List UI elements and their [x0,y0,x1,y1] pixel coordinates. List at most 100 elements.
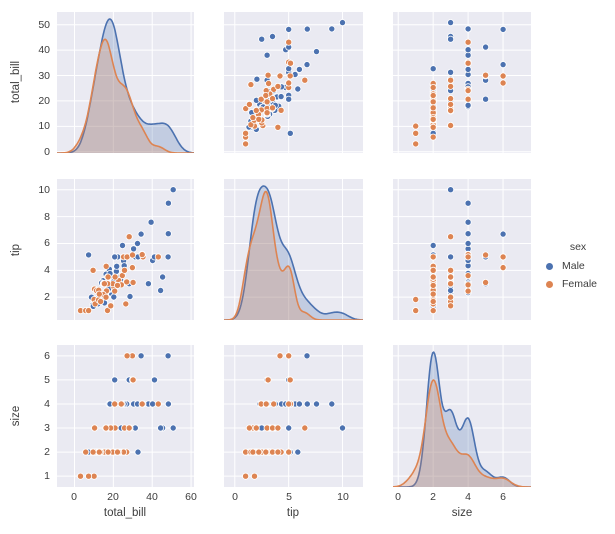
scatter-point-Female [269,95,277,103]
scatter-point-Female [114,281,122,289]
scatter-point-Female [89,448,97,456]
scatter-point-Female [412,129,420,137]
scatter-point-Female [499,253,507,261]
scatter-point-Male [263,51,271,59]
scatter-point-Female [499,72,507,80]
scatter-point-Female [447,107,455,115]
scatter-point-Female [125,233,133,241]
scatter-point-Female [85,307,93,315]
scatter-point-Male [429,65,437,73]
y-tick-label-tip-4: 4 [44,264,50,276]
scatter-point-Male [85,251,93,259]
subplot-kde-tip [224,179,363,320]
scatter-point-Female [276,352,284,360]
female-swatch-icon [546,280,553,288]
y-tick-label-total_bill-20: 20 [38,95,50,107]
scatter-point-Female [117,400,125,408]
subplot-kde-total_bill [57,12,194,153]
scatter-point-Female [447,76,455,84]
scatter-point-Female [89,266,97,274]
scatter-point-Female [274,123,282,131]
scatter-point-Female [262,92,270,100]
scatter-point-Female [100,280,108,288]
scatter-point-Male [285,95,293,103]
scatter-point-Male [151,376,159,384]
subplot-size-vs-total_bill [57,345,194,487]
y-tick-label-size-1: 1 [44,470,50,482]
scatter-point-Female [429,115,437,123]
scatter-point-Female [447,82,455,90]
kde-line-Female [393,379,531,487]
scatter-point-Male [285,424,293,432]
scatter-point-Male [111,253,119,261]
scatter-point-Female [129,251,137,259]
scatter-point-Male [294,85,302,93]
scatter-point-Male [303,61,311,69]
scatter-point-Female [242,129,250,137]
kde-line-Male [57,18,194,153]
scatter-point-Female [429,290,437,298]
subplot-tip-vs-total_bill [57,179,194,320]
x-tick-label-size-2: 2 [430,491,436,503]
scatter-point-Male [285,25,293,33]
y-tick-label-tip-2: 2 [44,291,50,303]
scatter-point-Female [286,72,294,80]
scatter-point-Male [294,448,302,456]
scatter-point-Female [447,293,455,301]
scatter-point-Male [134,240,142,248]
scatter-point-Female [447,233,455,241]
scatter-point-Male [134,448,142,456]
scatter-point-Female [102,424,110,432]
scatter-point-Male [447,19,455,27]
male-swatch-icon [546,262,553,270]
scatter-point-Female [429,253,437,261]
scatter-point-Male [499,230,507,238]
scatter-point-Female [104,448,112,456]
scatter-point-Female [499,264,507,272]
scatter-point-Female [447,122,455,130]
y-tick-label-total_bill-10: 10 [38,120,50,132]
panel-background [393,345,531,487]
scatter-point-Female [301,76,309,84]
scatter-point-Female [277,106,285,114]
scatter-point-Female [287,59,295,67]
scatter-point-Female [270,400,278,408]
scatter-point-Male [464,240,472,248]
scatter-point-Female [285,38,293,46]
scatter-point-Male [295,400,303,408]
scatter-point-Female [249,114,257,122]
x-tick-label-tip-5: 5 [286,491,292,503]
scatter-point-Female [121,266,129,274]
scatter-point-Male [111,376,119,384]
scatter-point-Female [464,281,472,289]
scatter-point-Female [429,98,437,106]
y-tick-label-size-2: 2 [44,446,50,458]
scatter-point-Female [285,352,293,360]
scatter-point-Male [164,230,172,238]
scatter-point-Female [429,92,437,100]
legend-item-female: Female [538,275,615,293]
y-tick-label-size-4: 4 [44,398,50,410]
scatter-point-Female [482,279,490,287]
scatter-point-Female [263,109,271,117]
scatter-point-Male [447,35,455,43]
scatter-point-Female [262,448,270,456]
scatter-point-Female [447,100,455,108]
scatter-point-Male [137,230,145,238]
kde-line-Male [224,185,363,320]
scatter-point-Female [245,424,253,432]
scatter-point-Female [262,400,270,408]
scatter-point-Female [249,448,257,456]
scatter-point-Female [102,293,110,301]
scatter-point-Male [447,287,455,295]
scatter-point-Male [144,280,152,288]
scatter-point-Female [129,376,137,384]
scatter-point-Female [242,140,250,148]
scatter-point-Female [242,472,250,480]
scatter-point-Male [130,245,138,253]
scatter-point-Female [111,400,119,408]
scatter-point-Female [264,376,272,384]
scatter-point-Female [107,302,115,310]
scatter-point-Female [447,273,455,281]
